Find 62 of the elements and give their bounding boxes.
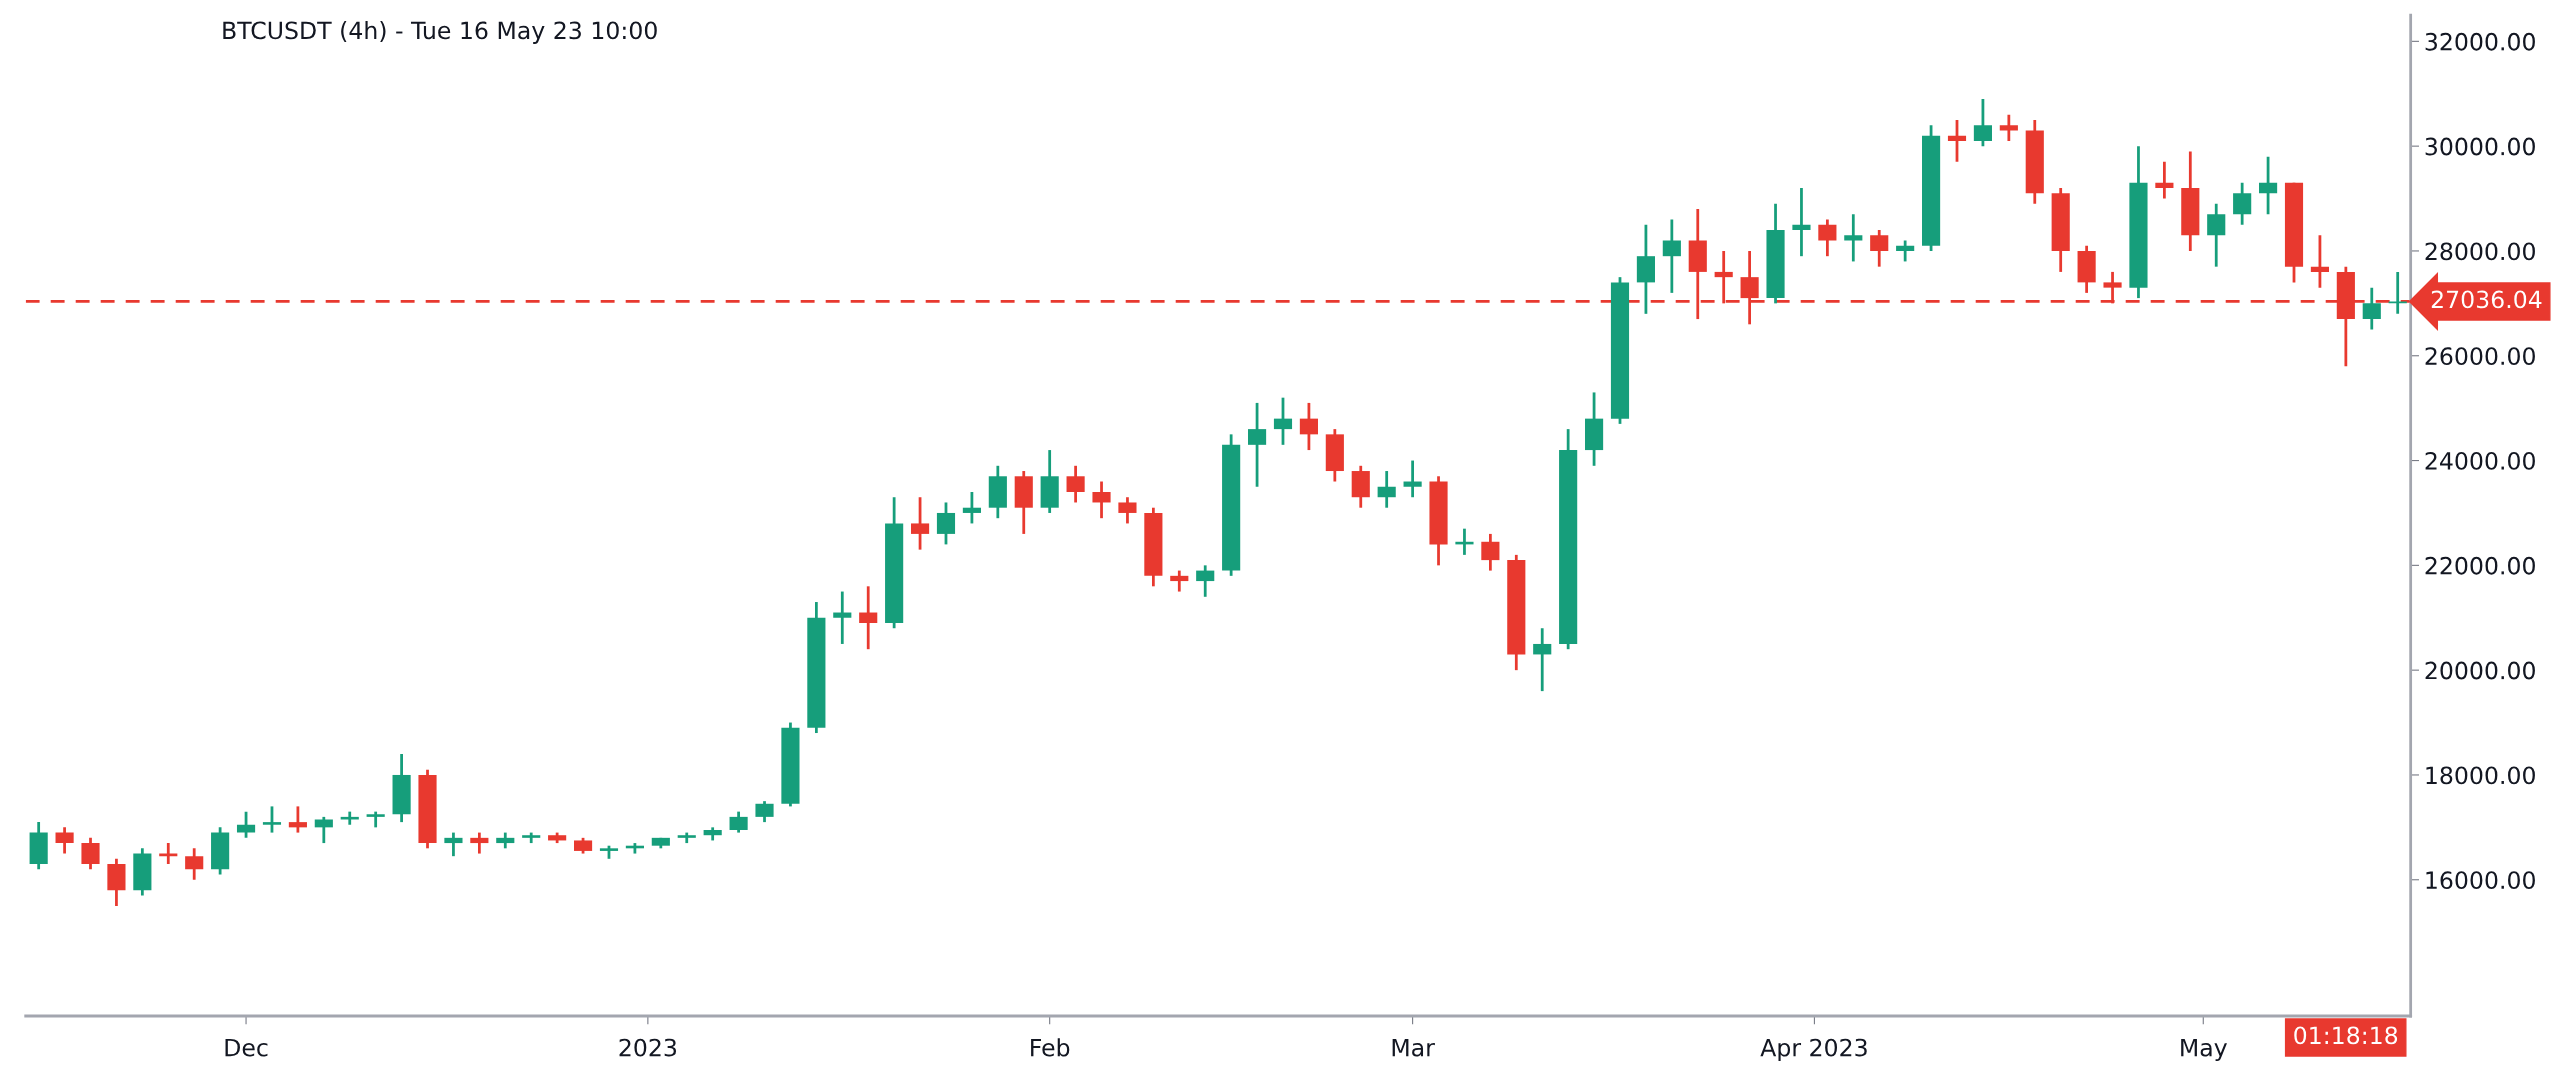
x-tick-label: Feb [1031, 1038, 1070, 1057]
candlestick [470, 831, 489, 855]
candlestick [262, 805, 282, 834]
candlestick [2259, 155, 2278, 216]
candlestick [1870, 228, 1889, 269]
ref-line-label: 27036.04 [2431, 290, 2542, 309]
candlestick [288, 805, 307, 834]
candlestick [314, 815, 333, 845]
candlestick [185, 846, 204, 882]
candlestick [2362, 286, 2381, 331]
candlestick [1118, 495, 1137, 525]
candlestick [1533, 626, 1552, 693]
candlestick [1273, 396, 1293, 447]
candlestick [1299, 401, 1318, 452]
candlestick [2155, 160, 2174, 200]
candlestick [1377, 469, 1396, 510]
candlestick [1896, 239, 1915, 263]
y-tick-label: 24000.00 [2425, 452, 2535, 470]
x-tick-label: Apr 2023 [1760, 1038, 1867, 1062]
candlestick [1403, 459, 1422, 499]
candlestick [1818, 218, 1837, 258]
x-tick-label: Mar [1392, 1038, 1435, 1057]
candlestick [729, 810, 748, 834]
y-tick-label: 30000.00 [2425, 137, 2535, 156]
candlestick [1196, 563, 1215, 599]
candlestick [1247, 401, 1267, 489]
candlestick [444, 831, 463, 858]
x-tick-label: May [2181, 1038, 2227, 1062]
candlestick [1481, 532, 1500, 572]
candlestick [1792, 186, 1811, 258]
y-tick-label: 20000.00 [2425, 661, 2535, 680]
y-tick-label: 22000.00 [2425, 556, 2535, 575]
x-tick-label: Dec [225, 1038, 268, 1057]
x-tick-label: 2023 [619, 1038, 677, 1057]
candlestick [936, 501, 956, 546]
candlestick [859, 584, 878, 651]
candlestick [1844, 212, 1863, 263]
candlestick [1999, 113, 2018, 143]
candlestick [2207, 202, 2226, 269]
y-tick-label: 18000.00 [2426, 766, 2535, 785]
candlestick [962, 490, 981, 525]
candlestick [1662, 218, 1681, 295]
candlestick [2310, 233, 2329, 290]
candlestick [1170, 569, 1189, 593]
candlestick [81, 836, 100, 871]
chart-title: BTCUSDT (4h) - Tue 16 May 23 10:00 [223, 21, 657, 44]
candlestick [2388, 270, 2407, 316]
candlestick [2233, 181, 2252, 227]
candlestick [833, 590, 852, 646]
candlestick [1973, 97, 1992, 148]
candlestick [236, 810, 256, 840]
candlestick [1092, 480, 1111, 520]
candlestick [1066, 464, 1085, 504]
y-tick-label: 32000.00 [2425, 32, 2535, 51]
y-tick-label: 16000.00 [2426, 871, 2535, 890]
text: 01:18:18 [2294, 1026, 2398, 1045]
candlestick [1947, 118, 1967, 164]
candlestick [910, 495, 930, 552]
y-tick-label: 26000.00 [2425, 347, 2535, 366]
y-tick-label: 28000.00 [2425, 242, 2535, 261]
candlestick [755, 799, 774, 824]
candlestick [55, 825, 74, 855]
